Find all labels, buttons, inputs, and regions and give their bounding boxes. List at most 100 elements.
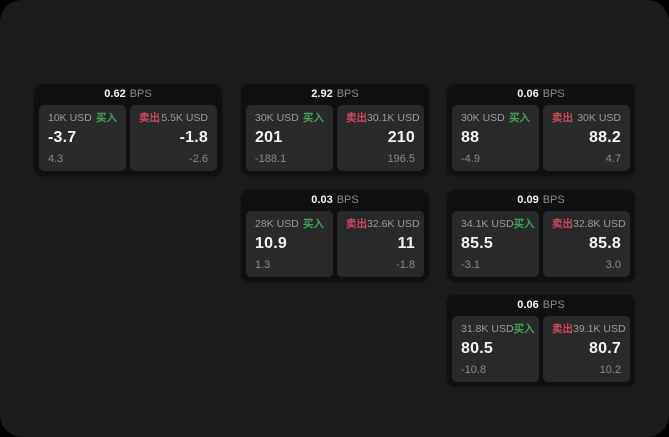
buy-delta: -4.9: [461, 152, 480, 165]
buy-label: 买入: [303, 112, 324, 124]
buy-delta: -188.1: [255, 152, 287, 165]
bps-value: 2.92: [311, 88, 333, 100]
quote-panels: 30K USD 买入 201 -188.1 卖出 30.1K USD 210 1…: [246, 105, 424, 171]
buy-amount: 30K USD: [255, 112, 299, 124]
buy-amount: 30K USD: [461, 112, 505, 124]
buy-amount: 10K USD: [48, 112, 92, 124]
sell-label: 卖出: [552, 112, 573, 124]
sell-label: 卖出: [552, 218, 573, 230]
buy-amount: 28K USD: [255, 218, 299, 230]
buy-label: 买入: [509, 112, 530, 124]
sell-delta: -1.8: [396, 258, 415, 271]
buy-delta: -3.1: [461, 258, 480, 271]
bps-unit-label: BPS: [129, 88, 152, 100]
sell-panel[interactable]: 卖出 30K USD 88.2 4.7: [543, 105, 630, 171]
buy-panel-top: 30K USD 买入: [461, 113, 530, 124]
buy-price: 10.9: [255, 234, 287, 252]
sell-delta: 196.5: [387, 152, 415, 165]
sell-panel[interactable]: 卖出 5.5K USD -1.8 -2.6: [130, 105, 217, 171]
sell-panel-top: 卖出 32.8K USD: [552, 218, 626, 230]
buy-amount: 34.1K USD: [461, 218, 514, 230]
sell-panel-top: 卖出 32.6K USD: [346, 218, 420, 230]
quote-card-6: 0.06 BPS 31.8K USD 买入 80.5 -10.8 卖出 39.1…: [447, 295, 635, 386]
bps-header: 0.06 BPS: [447, 84, 635, 105]
buy-panel[interactable]: 30K USD 买入 201 -188.1: [246, 105, 333, 171]
sell-amount: 5.5K USD: [161, 112, 208, 124]
buy-panel[interactable]: 34.1K USD 买入 85.5 -3.1: [452, 211, 539, 277]
bps-unit-label: BPS: [542, 88, 565, 100]
sell-panel-top: 卖出 39.1K USD: [552, 323, 626, 335]
buy-label: 买入: [513, 323, 535, 335]
buy-price: 85.5: [461, 234, 493, 252]
sell-panel[interactable]: 卖出 30.1K USD 210 196.5: [337, 105, 424, 171]
buy-panel[interactable]: 28K USD 买入 10.9 1.3: [246, 211, 333, 277]
bps-unit-label: BPS: [336, 88, 359, 100]
sell-delta: -2.6: [189, 152, 208, 165]
buy-price: 80.5: [461, 339, 493, 357]
sell-price: 11: [397, 234, 415, 252]
buy-price: -3.7: [48, 128, 77, 146]
buy-panel-top: 34.1K USD 买入: [461, 218, 535, 230]
quote-card-4: 0.03 BPS 28K USD 买入 10.9 1.3 卖出 32.6K US…: [241, 190, 429, 281]
sell-delta: 10.2: [599, 363, 621, 376]
sell-label: 卖出: [552, 323, 573, 335]
bps-header: 2.92 BPS: [241, 84, 429, 105]
buy-delta: -10.8: [461, 363, 487, 376]
sell-price: 88.2: [589, 128, 621, 146]
bps-unit-label: BPS: [336, 194, 359, 206]
quote-card-5: 0.09 BPS 34.1K USD 买入 85.5 -3.1 卖出 32.8K…: [447, 190, 635, 281]
sell-price: 85.8: [589, 234, 621, 252]
sell-panel-top: 卖出 30.1K USD: [346, 112, 420, 124]
sell-delta: 3.0: [605, 258, 621, 271]
sell-panel-top: 卖出 30K USD: [552, 113, 621, 124]
quote-panels: 10K USD 买入 -3.7 4.3 卖出 5.5K USD -1.8 -2.…: [39, 105, 217, 171]
sell-amount: 30.1K USD: [367, 112, 420, 124]
quote-panels: 31.8K USD 买入 80.5 -10.8 卖出 39.1K USD 80.…: [452, 316, 630, 382]
bps-header: 0.09 BPS: [447, 190, 635, 211]
sell-price: -1.8: [179, 128, 208, 146]
bps-unit-label: BPS: [542, 299, 565, 311]
buy-label: 买入: [303, 218, 324, 230]
sell-amount: 32.8K USD: [573, 218, 626, 230]
buy-panel-top: 31.8K USD 买入: [461, 324, 535, 335]
sell-amount: 32.6K USD: [367, 218, 420, 230]
quote-panels: 30K USD 买入 88 -4.9 卖出 30K USD 88.2 4.7: [452, 105, 630, 171]
sell-label: 卖出: [346, 112, 367, 124]
sell-price: 210: [387, 128, 415, 146]
sell-amount: 30K USD: [577, 112, 621, 124]
sell-label: 卖出: [139, 112, 160, 124]
quote-panels: 28K USD 买入 10.9 1.3 卖出 32.6K USD 11 -1.8: [246, 211, 424, 277]
bps-header: 0.06 BPS: [447, 295, 635, 316]
buy-panel-top: 10K USD 买入: [48, 113, 117, 124]
sell-amount: 39.1K USD: [573, 323, 626, 335]
bps-value: 0.06: [517, 88, 539, 100]
buy-panel[interactable]: 31.8K USD 买入 80.5 -10.8: [452, 316, 539, 382]
buy-label: 买入: [96, 112, 117, 124]
buy-panel-top: 30K USD 买入: [255, 113, 324, 124]
buy-price: 201: [255, 128, 283, 146]
bps-value: 0.62: [104, 88, 126, 100]
bps-value: 0.06: [517, 299, 539, 311]
bps-header: 0.62 BPS: [34, 84, 222, 105]
buy-panel[interactable]: 30K USD 买入 88 -4.9: [452, 105, 539, 171]
sell-label: 卖出: [346, 218, 367, 230]
buy-price: 88: [461, 128, 480, 146]
bps-value: 0.03: [311, 194, 333, 206]
bps-value: 0.09: [517, 194, 539, 206]
sell-panel[interactable]: 卖出 32.8K USD 85.8 3.0: [543, 211, 630, 277]
quote-panels: 34.1K USD 买入 85.5 -3.1 卖出 32.8K USD 85.8…: [452, 211, 630, 277]
sell-panel[interactable]: 卖出 32.6K USD 11 -1.8: [337, 211, 424, 277]
quote-card-1: 0.62 BPS 10K USD 买入 -3.7 4.3 卖出 5.5K USD…: [34, 84, 222, 175]
sell-delta: 4.7: [605, 152, 621, 165]
buy-delta: 1.3: [255, 258, 271, 271]
buy-panel[interactable]: 10K USD 买入 -3.7 4.3: [39, 105, 126, 171]
bps-unit-label: BPS: [542, 194, 565, 206]
bps-header: 0.03 BPS: [241, 190, 429, 211]
quote-card-2: 2.92 BPS 30K USD 买入 201 -188.1 卖出 30.1K …: [241, 84, 429, 175]
buy-panel-top: 28K USD 买入: [255, 219, 324, 230]
sell-panel[interactable]: 卖出 39.1K USD 80.7 10.2: [543, 316, 630, 382]
sell-panel-top: 卖出 5.5K USD: [139, 113, 208, 124]
quote-card-3: 0.06 BPS 30K USD 买入 88 -4.9 卖出 30K USD 8…: [447, 84, 635, 175]
